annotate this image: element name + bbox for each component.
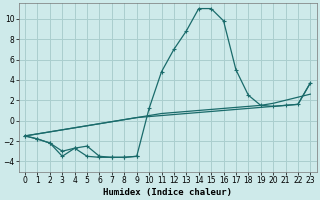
- X-axis label: Humidex (Indice chaleur): Humidex (Indice chaleur): [103, 188, 232, 197]
